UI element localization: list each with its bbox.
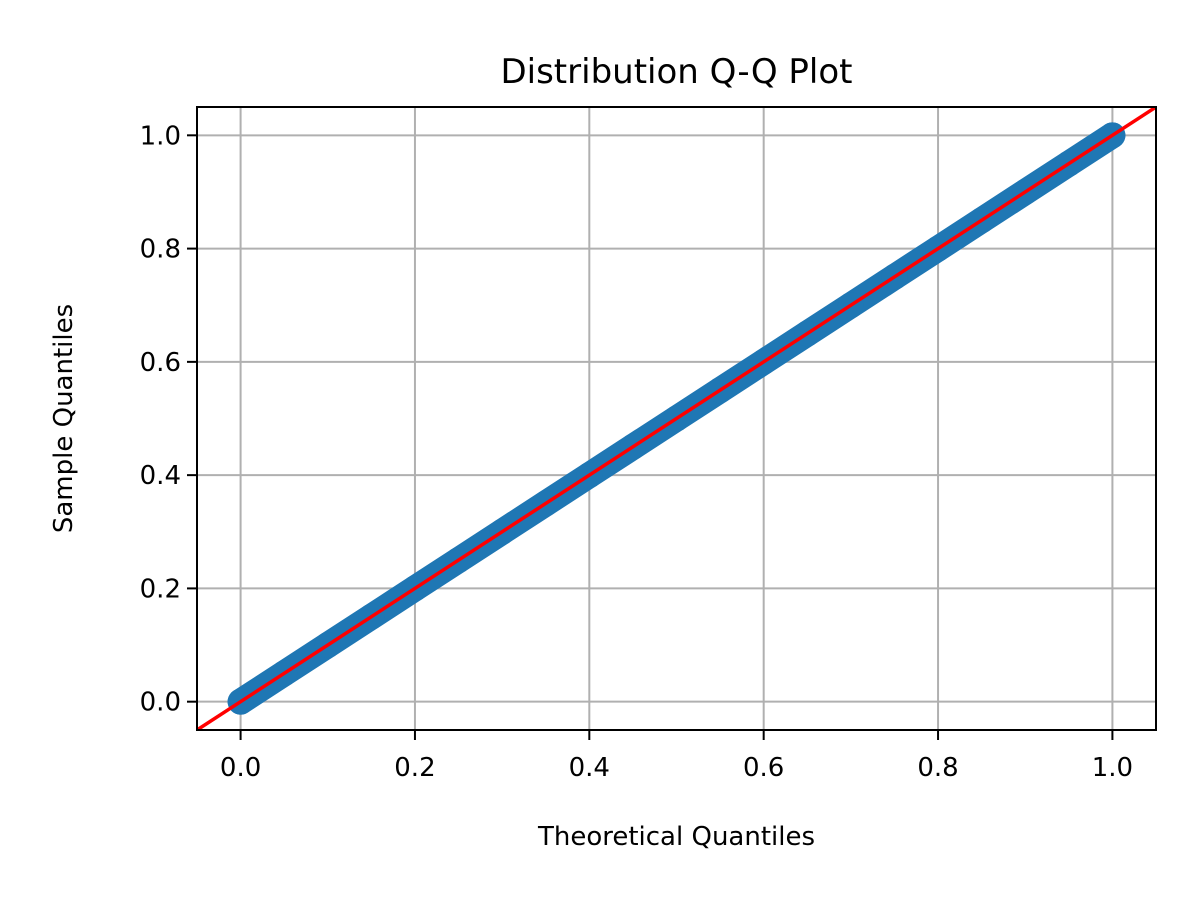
x-axis-label: Theoretical Quantiles — [537, 822, 815, 852]
x-tick-label: 1.0 — [1092, 753, 1133, 783]
x-tick-label: 0.4 — [569, 753, 610, 783]
reference-line — [197, 107, 1156, 730]
x-tick-label: 0.8 — [917, 753, 958, 783]
y-tick-label: 1.0 — [140, 121, 181, 151]
y-tick-label: 0.4 — [140, 461, 181, 491]
y-tick-label: 0.2 — [140, 574, 181, 604]
x-tick-label: 0.6 — [743, 753, 784, 783]
y-axis-label: Sample Quantiles — [49, 304, 79, 533]
y-tick-label: 0.8 — [140, 235, 181, 265]
y-tick-label: 0.6 — [140, 348, 181, 378]
reference-line-layer — [197, 107, 1156, 730]
grid — [197, 107, 1156, 730]
chart-title: Distribution Q-Q Plot — [500, 52, 852, 92]
ticks: 0.0 0.2 0.4 0.6 0.8 1.0 0.0 0.2 0.4 0.6 0.8 1.0 — [140, 121, 1133, 783]
plot-frame — [196, 106, 1157, 731]
y-tick-label: 0.0 — [140, 688, 181, 718]
x-tick-label: 0.2 — [394, 753, 435, 783]
x-tick-label: 0.0 — [220, 753, 261, 783]
